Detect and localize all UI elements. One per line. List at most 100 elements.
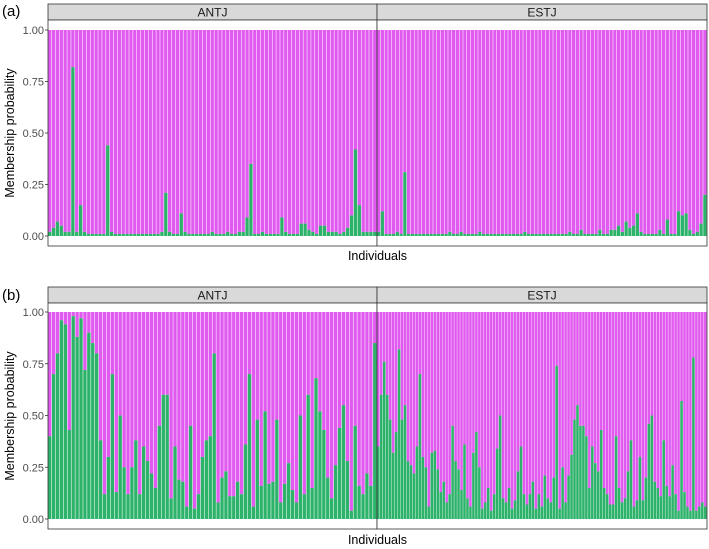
bar-cluster-2 bbox=[674, 312, 677, 495]
bar-cluster-1 bbox=[635, 213, 639, 236]
bar-cluster-1 bbox=[442, 481, 445, 519]
bar-cluster-1 bbox=[208, 436, 212, 519]
bar-cluster-2 bbox=[673, 30, 677, 234]
bar-cluster-2 bbox=[75, 312, 79, 337]
bar-cluster-1 bbox=[83, 369, 87, 519]
bar-cluster-1 bbox=[626, 471, 630, 519]
bar-cluster-1 bbox=[576, 405, 579, 519]
bar-cluster-1 bbox=[451, 425, 454, 519]
bar-cluster-2 bbox=[287, 30, 292, 234]
facet-antj: ANTJ bbox=[47, 3, 378, 247]
bar-cluster-1 bbox=[185, 506, 189, 519]
bar-cluster-1 bbox=[481, 508, 484, 519]
bar-cluster-1 bbox=[400, 419, 404, 519]
bar-cluster-2 bbox=[585, 312, 588, 437]
bar-cluster-1 bbox=[280, 217, 284, 236]
bar-cluster-1 bbox=[459, 231, 463, 236]
bar-cluster-1 bbox=[253, 233, 257, 236]
bar-cluster-2 bbox=[98, 30, 102, 234]
bar-cluster-2 bbox=[169, 312, 173, 499]
bar-cluster-1 bbox=[568, 231, 572, 236]
bar-cluster-1 bbox=[78, 205, 83, 236]
bar-cluster-1 bbox=[498, 415, 502, 519]
bar-cluster-2 bbox=[635, 312, 639, 501]
bar-cluster-1 bbox=[382, 361, 386, 519]
bar-cluster-2 bbox=[542, 30, 546, 234]
bar-cluster-2 bbox=[406, 312, 410, 462]
bar-cluster-1 bbox=[179, 213, 183, 236]
bar-cluster-1 bbox=[195, 233, 199, 236]
bar-cluster-1 bbox=[688, 229, 692, 236]
bar-cluster-1 bbox=[684, 213, 688, 236]
bar-cluster-2 bbox=[322, 312, 326, 430]
bar-cluster-1 bbox=[380, 211, 384, 236]
facet-antj: ANTJ bbox=[47, 286, 378, 530]
bar-cluster-2 bbox=[191, 30, 195, 234]
bar-cluster-1 bbox=[455, 233, 459, 236]
bar-cluster-2 bbox=[540, 312, 544, 507]
bar-cluster-1 bbox=[425, 233, 429, 236]
bar-cluster-1 bbox=[237, 231, 241, 236]
bar-cluster-1 bbox=[602, 233, 606, 236]
bar-cluster-1 bbox=[87, 332, 91, 519]
bar-cluster-1 bbox=[537, 494, 541, 519]
bar-cluster-2 bbox=[605, 312, 609, 495]
bar-cluster-2 bbox=[515, 30, 519, 234]
bar-cluster-1 bbox=[71, 67, 75, 236]
bar-cluster-1 bbox=[472, 452, 475, 519]
bar-cluster-1 bbox=[558, 508, 561, 519]
bar-cluster-2 bbox=[322, 30, 327, 226]
bar-cluster-2 bbox=[113, 30, 118, 234]
bar-cluster-1 bbox=[467, 233, 471, 236]
bar-cluster-2 bbox=[409, 312, 413, 466]
bar-cluster-2 bbox=[284, 30, 288, 232]
bar-cluster-1 bbox=[59, 320, 64, 519]
bar-cluster-2 bbox=[82, 30, 87, 232]
bar-cluster-2 bbox=[385, 312, 389, 395]
bar-cluster-1 bbox=[337, 427, 342, 519]
bar-cluster-2 bbox=[504, 30, 508, 234]
bar-cluster-2 bbox=[353, 30, 358, 150]
bar-cluster-1 bbox=[557, 233, 561, 236]
bar-cluster-1 bbox=[650, 415, 654, 519]
bar-cluster-1 bbox=[653, 481, 657, 519]
bar-cluster-2 bbox=[357, 30, 361, 206]
bar-cluster-2 bbox=[310, 312, 314, 488]
bar-cluster-2 bbox=[361, 312, 365, 495]
bar-cluster-1 bbox=[686, 506, 689, 519]
bar-cluster-2 bbox=[134, 312, 138, 441]
bar-cluster-2 bbox=[380, 30, 384, 212]
bar-cluster-2 bbox=[90, 30, 94, 234]
bar-cluster-1 bbox=[98, 440, 103, 519]
bar-cluster-1 bbox=[620, 231, 624, 236]
bar-cluster-1 bbox=[181, 481, 185, 519]
bar-cluster-2 bbox=[253, 30, 257, 234]
bar-cluster-1 bbox=[98, 233, 102, 236]
bar-cluster-2 bbox=[662, 30, 666, 234]
bar-cluster-1 bbox=[153, 487, 158, 519]
bar-cluster-1 bbox=[48, 436, 52, 519]
bar-cluster-2 bbox=[189, 312, 193, 426]
bar-cluster-1 bbox=[164, 192, 168, 236]
bar-cluster-2 bbox=[263, 312, 267, 412]
bar-cluster-2 bbox=[656, 312, 660, 488]
bar-cluster-1 bbox=[659, 496, 662, 519]
bar-cluster-2 bbox=[594, 312, 597, 464]
bar-cluster-1 bbox=[507, 487, 511, 519]
bar-cluster-1 bbox=[384, 233, 388, 236]
x-axis-title: Individuals bbox=[348, 249, 407, 263]
bar-cluster-1 bbox=[377, 446, 380, 519]
bar-cluster-1 bbox=[229, 233, 234, 236]
bar-cluster-1 bbox=[191, 233, 195, 236]
facet-strip-label: ESTJ bbox=[527, 6, 556, 20]
bar-cluster-2 bbox=[680, 312, 683, 402]
bar-cluster-2 bbox=[152, 30, 156, 234]
bar-cluster-1 bbox=[264, 233, 269, 236]
bar-cluster-1 bbox=[214, 233, 218, 236]
bar-cluster-2 bbox=[394, 312, 398, 433]
bar-cluster-2 bbox=[157, 312, 162, 426]
bar-cluster-2 bbox=[421, 312, 425, 457]
bar-cluster-1 bbox=[196, 494, 201, 519]
bar-cluster-1 bbox=[63, 324, 68, 519]
bar-cluster-2 bbox=[307, 30, 311, 230]
